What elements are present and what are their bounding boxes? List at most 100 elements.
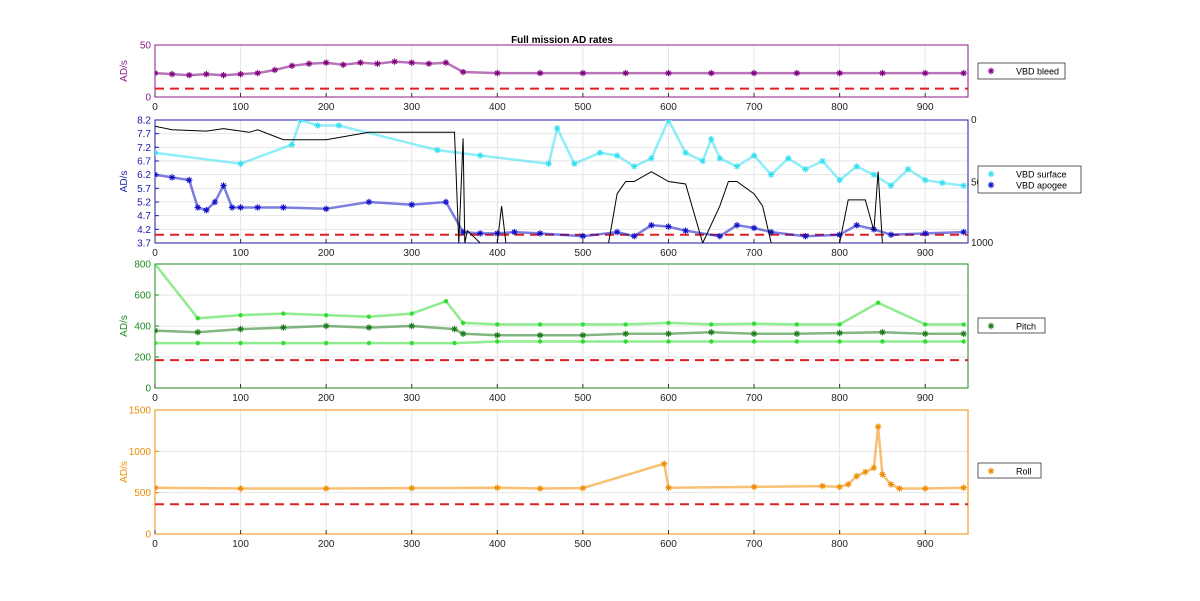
x-tick-label: 900 xyxy=(917,102,934,113)
series-vbd-bleed-point xyxy=(203,70,210,78)
series-unnamed-point xyxy=(751,339,757,344)
series-vbd-bleed-point xyxy=(622,69,629,77)
series-vbd-bleed-point xyxy=(494,69,501,77)
x-tick-label: 200 xyxy=(318,393,335,404)
legend-box xyxy=(977,165,1082,194)
legend-label: Roll xyxy=(1016,467,1032,477)
series-vbd-bleed-point xyxy=(155,69,159,77)
series-roll-point xyxy=(960,484,967,491)
x-tick-label: 500 xyxy=(575,393,592,404)
series-unnamed-point xyxy=(155,264,158,267)
series-unnamed-point xyxy=(495,339,500,344)
series-vbd-bleed-point xyxy=(220,71,227,79)
legend-label: VBD apogee xyxy=(1016,181,1067,191)
series-pitch-point xyxy=(665,330,672,337)
series-vbd-apogee-point xyxy=(767,228,775,236)
series-unnamed-point xyxy=(961,339,966,344)
series-vbd-surface-point xyxy=(434,146,441,154)
series-unnamed-point xyxy=(709,339,714,344)
series-vbd-surface-point xyxy=(631,163,638,170)
chart-panel-4: 0 100 200 300 400 500 600 700 800 900 0 500 1000 1500… xyxy=(119,406,1042,550)
series-vbd-bleed-point xyxy=(374,60,381,67)
y-axis-label: AD/s xyxy=(119,60,130,82)
y-tick-label: 5.7 xyxy=(137,184,151,195)
y-tick-label: 400 xyxy=(134,322,151,333)
x-tick-label: 600 xyxy=(660,539,677,550)
legend-marker xyxy=(987,467,995,475)
series-unnamed-line xyxy=(155,125,964,243)
x-tick-label: 500 xyxy=(575,102,592,113)
series-roll-point xyxy=(844,481,852,488)
series-pitch-point xyxy=(622,330,629,337)
series-vbd-bleed-point xyxy=(305,60,313,67)
series-unnamed-point xyxy=(666,339,671,344)
series-vbd-apogee-point xyxy=(887,231,895,238)
series-vbd-apogee-point xyxy=(579,232,587,240)
legend-label: VBD surface xyxy=(1016,170,1067,180)
series-roll-point xyxy=(887,481,895,488)
series-pitch-point xyxy=(793,330,801,337)
x-tick-label: 200 xyxy=(318,248,335,259)
series-vbd-apogee-point xyxy=(254,204,261,211)
x-tick-label: 0 xyxy=(152,393,158,404)
series-vbd-surface-point xyxy=(870,171,878,178)
series-unnamed-point xyxy=(366,314,372,319)
y2-tick-label: 0 xyxy=(971,115,977,126)
series-vbd-surface-point xyxy=(682,149,689,156)
legend: VBD bleed xyxy=(977,62,1066,80)
series-vbd-surface-point xyxy=(571,160,578,167)
x-tick-label: 300 xyxy=(403,393,420,404)
x-tick-label: 200 xyxy=(318,102,335,113)
series-unnamed-trace xyxy=(155,340,964,345)
series-vbd-apogee-point xyxy=(836,231,843,238)
series-unnamed-point xyxy=(409,311,414,316)
series-vbd-apogee-point xyxy=(665,223,672,230)
x-tick-label: 700 xyxy=(746,539,763,550)
series-vbd-bleed-point xyxy=(579,69,587,77)
legend-marker xyxy=(987,322,995,330)
series-vbd-apogee-point xyxy=(365,198,373,206)
series-vbd-apogee-point xyxy=(280,204,287,211)
series-unnamed-point xyxy=(961,322,966,327)
legend: Pitch xyxy=(977,317,1046,334)
series-roll-point xyxy=(879,471,886,478)
series-vbd-surface-point xyxy=(785,155,792,162)
y-tick-label: 8.2 xyxy=(137,116,151,127)
series-unnamed-point xyxy=(323,312,329,318)
x-tick-label: 0 xyxy=(152,102,158,113)
series-vbd-apogee-point xyxy=(511,228,518,236)
y-tick-label: 1500 xyxy=(129,406,152,417)
series-group xyxy=(155,423,967,492)
series-vbd-bleed-point xyxy=(922,69,929,77)
series-vbd-surface-point xyxy=(708,135,715,143)
series-pitch-point xyxy=(750,330,758,337)
series-roll-point xyxy=(536,485,544,492)
series-vbd-apogee-point xyxy=(168,174,176,181)
series-unnamed-point xyxy=(580,322,586,327)
series-roll-point xyxy=(896,485,903,492)
chart-panel-3: 0 100 200 300 400 500 600 700 800 900 0 200 400 600 80… xyxy=(119,260,1046,404)
series-vbd-apogee-point xyxy=(750,224,758,232)
x-tick-label: 400 xyxy=(489,539,506,550)
series-unnamed-point xyxy=(880,339,885,344)
series-unnamed-point xyxy=(195,340,200,346)
y-tick-label: 800 xyxy=(134,260,151,271)
series-pitch-point xyxy=(451,325,458,333)
x-tick-label: 400 xyxy=(489,102,506,113)
series-pitch-point xyxy=(365,324,373,331)
series-group xyxy=(155,120,967,243)
series-roll-point xyxy=(155,484,159,491)
y-tick-label: 0 xyxy=(145,93,151,104)
series-vbd-surface-point xyxy=(802,166,809,173)
series-pitch-trace xyxy=(155,324,964,337)
series-vbd-apogee-point xyxy=(613,228,621,236)
series-vbd-apogee-point xyxy=(536,230,544,237)
series-unnamed-point xyxy=(155,340,158,346)
series-vbd-apogee-point xyxy=(716,232,724,240)
series-pitch-point xyxy=(708,329,715,336)
series-vbd-apogee-point xyxy=(922,230,929,237)
series-vbd-apogee-point xyxy=(211,198,219,206)
y-tick-label: 50 xyxy=(140,41,152,52)
